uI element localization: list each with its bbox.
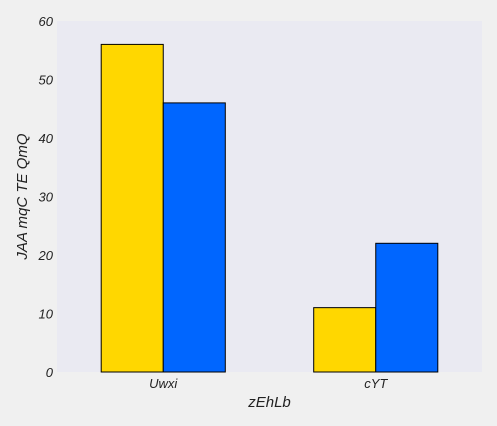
y-tick-label: 40 bbox=[39, 131, 54, 146]
y-axis-label: JAA mqC TE QmQ bbox=[14, 133, 31, 260]
y-tick-label: 20 bbox=[38, 248, 54, 263]
bar-series-1-cYT bbox=[375, 242, 439, 373]
bars bbox=[100, 43, 439, 373]
y-tick-label: 10 bbox=[39, 307, 54, 322]
x-axis-label: zEhLb bbox=[247, 394, 291, 411]
y-tick-label: 0 bbox=[46, 365, 54, 380]
y-tick-label: 30 bbox=[39, 190, 54, 205]
bar-series-1-Uwxi bbox=[162, 102, 226, 373]
y-tick-label: 60 bbox=[39, 14, 54, 29]
y-tick-label: 50 bbox=[39, 73, 54, 88]
x-tick-label: Uwxi bbox=[149, 376, 178, 391]
y-axis-ticks: 0 10 20 30 40 50 60 bbox=[38, 14, 54, 380]
bar-series-0-cYT bbox=[313, 307, 377, 373]
x-tick-label: cYT bbox=[364, 376, 388, 391]
x-axis-ticks: Uwxi cYT bbox=[149, 376, 388, 391]
bar-series-0-Uwxi bbox=[100, 43, 164, 373]
